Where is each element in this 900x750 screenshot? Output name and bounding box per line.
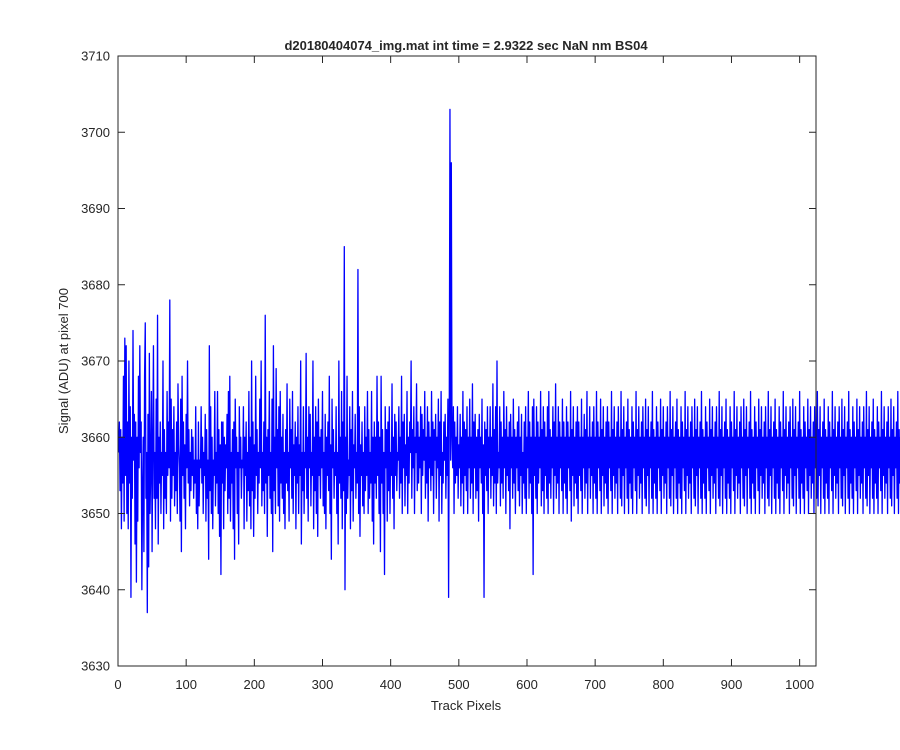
x-tick-label: 500 (448, 677, 470, 692)
x-axis-ticks: 0 100 200 300 400 500 600 700 800 900 1000 (114, 56, 814, 692)
chart-title: d20180404074_img.mat int time = 2.9322 s… (284, 38, 648, 53)
x-tick-label: 400 (380, 677, 402, 692)
y-tick-label: 3700 (81, 125, 110, 140)
y-tick-label: 3650 (81, 506, 110, 521)
signal-line (118, 108, 900, 614)
y-tick-label: 3630 (81, 659, 110, 674)
x-tick-label: 800 (652, 677, 674, 692)
plot-area (118, 56, 816, 666)
x-tick-label: 300 (312, 677, 334, 692)
x-tick-label: 1000 (785, 677, 814, 692)
x-tick-label: 200 (243, 677, 265, 692)
x-axis-label: Track Pixels (431, 698, 502, 713)
x-tick-label: 600 (516, 677, 538, 692)
y-tick-label: 3680 (81, 277, 110, 292)
series-layer (118, 108, 900, 614)
x-tick-label: 700 (584, 677, 606, 692)
y-tick-label: 3660 (81, 430, 110, 445)
y-tick-label: 3670 (81, 354, 110, 369)
y-tick-label: 3690 (81, 201, 110, 216)
y-axis-ticks: 3630 3640 3650 3660 3670 3680 3690 3700 3710 (81, 49, 816, 674)
x-tick-label: 100 (175, 677, 197, 692)
y-axis-label: Signal (ADU) at pixel 700 (56, 288, 71, 434)
y-tick-label: 3640 (81, 582, 110, 597)
x-tick-label: 900 (721, 677, 743, 692)
x-tick-label: 0 (114, 677, 121, 692)
plot-frame (117, 55, 817, 667)
y-tick-label: 3710 (81, 49, 110, 64)
